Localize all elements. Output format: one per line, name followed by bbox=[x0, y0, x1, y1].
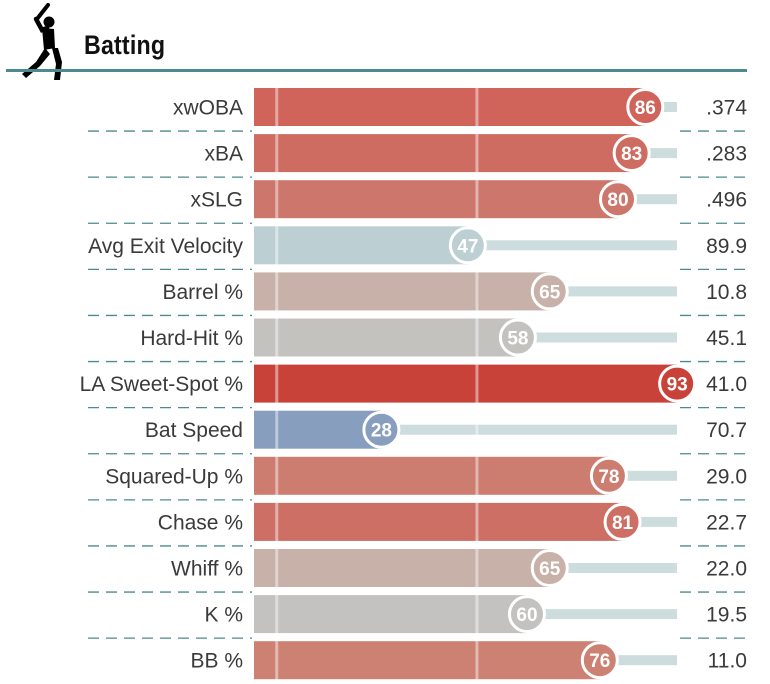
percentile-label: 60 bbox=[516, 605, 537, 626]
markers-layer: xwOBA .374 86 xBA .283 83 xSLG .496 80 Avg Exit V… bbox=[80, 88, 747, 680]
batting-header: Batting bbox=[0, 0, 770, 80]
percentile-marker bbox=[612, 134, 651, 173]
metric-value: 19.5 bbox=[706, 604, 747, 627]
percentile-bar bbox=[254, 456, 609, 495]
metric-label: Hard-Hit % bbox=[140, 327, 243, 350]
percentile-label: 83 bbox=[621, 144, 642, 165]
percentile-label: 76 bbox=[589, 651, 610, 672]
percentile-bar bbox=[254, 549, 550, 587]
percentile-bar bbox=[254, 226, 468, 265]
percentile-track bbox=[517, 332, 677, 343]
metric-label: Avg Exit Velocity bbox=[88, 235, 243, 258]
percentile-marker bbox=[530, 272, 569, 311]
metric-label: BB % bbox=[190, 650, 243, 673]
percentile-marker bbox=[658, 364, 697, 403]
percentile-marker bbox=[530, 549, 569, 587]
percentile-label: 81 bbox=[612, 513, 634, 534]
percentile-bar bbox=[254, 595, 527, 634]
percentile-bar bbox=[254, 88, 646, 126]
percentile-track bbox=[549, 286, 677, 297]
metric-label: Whiff % bbox=[171, 558, 243, 581]
percentile-track bbox=[608, 470, 677, 481]
percentile-bar bbox=[254, 502, 623, 541]
percentile-track bbox=[618, 194, 677, 205]
percentile-track bbox=[631, 148, 677, 159]
metric-value: .496 bbox=[706, 189, 747, 212]
header-rule bbox=[6, 69, 747, 72]
percentile-bar bbox=[254, 272, 550, 311]
page-title: Batting bbox=[84, 30, 166, 60]
percentile-marker bbox=[589, 456, 628, 495]
metric-label: Chase % bbox=[158, 511, 243, 534]
percentile-bar bbox=[254, 134, 632, 173]
percentile-bar bbox=[254, 364, 678, 403]
metric-label: Barrel % bbox=[162, 281, 243, 304]
percentile-marker bbox=[448, 226, 487, 265]
metric-value: 22.7 bbox=[706, 511, 747, 534]
percentile-label: 65 bbox=[539, 282, 561, 303]
metric-label: LA Sweet-Spot % bbox=[80, 373, 243, 396]
percentile-marker bbox=[362, 410, 401, 449]
percentile-bar bbox=[254, 641, 600, 680]
percentile-label: 78 bbox=[598, 467, 619, 488]
metric-value: 11.0 bbox=[708, 650, 747, 673]
percentile-marker bbox=[599, 180, 637, 219]
percentile-track bbox=[467, 240, 677, 251]
metric-value: .374 bbox=[706, 97, 747, 120]
percentile-bar bbox=[254, 410, 382, 449]
metric-label: xwOBA bbox=[173, 97, 243, 120]
percentile-track bbox=[599, 655, 677, 666]
percentile-label: 65 bbox=[539, 559, 561, 580]
percentile-label: 80 bbox=[607, 190, 628, 211]
metric-label: xSLG bbox=[190, 189, 243, 212]
metric-value: .283 bbox=[706, 143, 747, 166]
metric-value: 89.9 bbox=[706, 235, 747, 258]
metric-label: Bat Speed bbox=[145, 419, 243, 442]
percentile-marker bbox=[626, 88, 665, 126]
metric-label: Squared-Up % bbox=[105, 465, 243, 488]
percentile-track bbox=[622, 516, 677, 527]
percentile-label: 93 bbox=[667, 375, 688, 396]
percentile-marker bbox=[508, 595, 546, 634]
metric-value: 41.0 bbox=[706, 373, 747, 396]
percentile-marker bbox=[498, 318, 537, 357]
percentile-track bbox=[527, 609, 677, 620]
metric-value: 70.7 bbox=[706, 419, 747, 442]
percentile-label: 47 bbox=[457, 236, 478, 257]
percentile-marker bbox=[603, 502, 642, 541]
percentile-label: 58 bbox=[507, 329, 528, 350]
percentile-label: 28 bbox=[371, 421, 392, 442]
metric-value: 29.0 bbox=[706, 465, 747, 488]
metric-value: 22.0 bbox=[706, 558, 747, 581]
metric-label: K % bbox=[204, 604, 243, 627]
percentile-marker bbox=[580, 641, 619, 680]
percentile-label: 86 bbox=[635, 98, 656, 119]
percentile-track bbox=[381, 424, 677, 435]
metric-label: xBA bbox=[204, 143, 243, 166]
percentile-bar bbox=[254, 180, 618, 219]
percentile-bar bbox=[254, 318, 518, 357]
percentile-track bbox=[549, 563, 677, 573]
metric-value: 45.1 bbox=[706, 327, 747, 350]
metric-value: 10.8 bbox=[706, 281, 747, 304]
